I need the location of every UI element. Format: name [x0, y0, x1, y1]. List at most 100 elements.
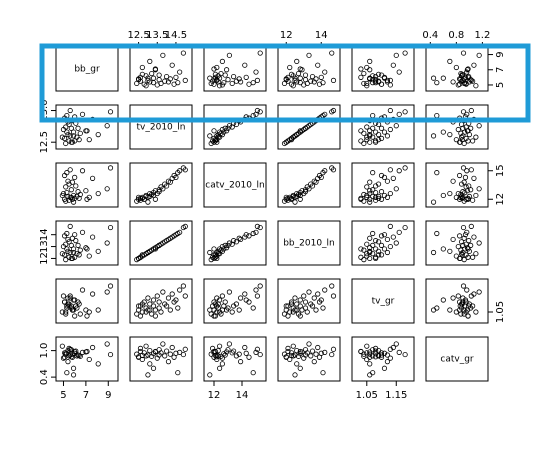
- point: [304, 80, 310, 87]
- point: [173, 297, 179, 303]
- point: [381, 192, 388, 199]
- point: [402, 50, 408, 56]
- point: [180, 351, 186, 358]
- point: [139, 309, 145, 315]
- point: [65, 132, 71, 138]
- point: [63, 241, 69, 247]
- point: [207, 372, 213, 378]
- point: [470, 254, 476, 260]
- point: [60, 293, 67, 299]
- point: [160, 186, 166, 192]
- point: [84, 313, 90, 319]
- point: [465, 246, 471, 252]
- point: [457, 139, 463, 145]
- point: [253, 229, 259, 235]
- point: [231, 74, 237, 80]
- point: [367, 179, 373, 185]
- point: [373, 80, 379, 86]
- panel-frame: [277, 162, 341, 208]
- variable-name: tv_gr: [372, 297, 395, 307]
- point: [373, 238, 379, 244]
- point: [211, 66, 217, 72]
- point: [453, 137, 459, 143]
- point: [64, 230, 70, 237]
- point: [107, 283, 114, 289]
- point: [72, 254, 78, 260]
- point: [218, 311, 224, 317]
- point: [207, 249, 213, 256]
- point: [145, 75, 151, 81]
- point: [358, 66, 364, 72]
- point: [149, 70, 155, 77]
- point: [217, 297, 223, 303]
- point: [229, 80, 235, 87]
- point: [393, 240, 399, 246]
- point: [322, 349, 328, 355]
- variable-name: tv_2010_ln: [137, 123, 186, 133]
- point: [364, 350, 370, 356]
- point: [402, 165, 408, 171]
- point: [145, 307, 151, 313]
- point: [457, 194, 463, 200]
- point: [250, 305, 256, 311]
- point: [375, 71, 382, 77]
- point: [182, 223, 188, 229]
- point: [70, 307, 77, 313]
- point: [464, 229, 470, 235]
- point: [308, 78, 314, 84]
- point: [72, 297, 78, 303]
- point: [61, 354, 68, 360]
- point: [164, 303, 170, 309]
- point: [145, 249, 151, 256]
- point: [290, 343, 296, 349]
- point: [72, 232, 78, 238]
- point: [447, 58, 453, 65]
- point: [381, 350, 388, 356]
- point: [104, 240, 110, 246]
- point: [370, 77, 376, 83]
- point: [59, 134, 65, 140]
- point: [169, 344, 175, 351]
- point: [361, 191, 367, 198]
- point: [67, 293, 73, 299]
- point: [76, 301, 82, 307]
- point: [466, 303, 472, 309]
- point: [59, 251, 65, 257]
- panel-frame: [277, 278, 341, 324]
- point: [182, 346, 188, 352]
- point: [315, 344, 321, 351]
- panel-frame: [55, 104, 119, 150]
- point: [430, 133, 437, 139]
- point: [246, 354, 252, 360]
- point: [214, 255, 220, 262]
- point: [219, 126, 225, 133]
- point: [79, 287, 86, 293]
- point: [322, 287, 328, 293]
- point: [378, 196, 385, 202]
- point: [242, 291, 248, 297]
- point: [455, 243, 461, 250]
- point: [107, 109, 114, 115]
- point: [468, 77, 474, 84]
- panel-frame: [129, 220, 193, 266]
- point: [381, 246, 388, 252]
- point: [367, 133, 373, 139]
- point: [207, 133, 213, 139]
- point: [169, 62, 175, 68]
- point: [306, 52, 312, 58]
- point: [107, 351, 114, 358]
- panel-frame: [351, 278, 415, 324]
- point: [476, 240, 482, 246]
- point: [294, 348, 300, 354]
- panel-frame: [129, 104, 193, 150]
- point: [162, 78, 168, 84]
- point: [86, 137, 92, 143]
- point: [64, 246, 70, 252]
- point: [64, 370, 70, 376]
- x-tick-label: 1.05: [356, 390, 378, 401]
- point: [367, 249, 373, 256]
- point: [364, 137, 370, 143]
- y-tick-label: 7: [495, 67, 506, 73]
- point: [145, 295, 151, 301]
